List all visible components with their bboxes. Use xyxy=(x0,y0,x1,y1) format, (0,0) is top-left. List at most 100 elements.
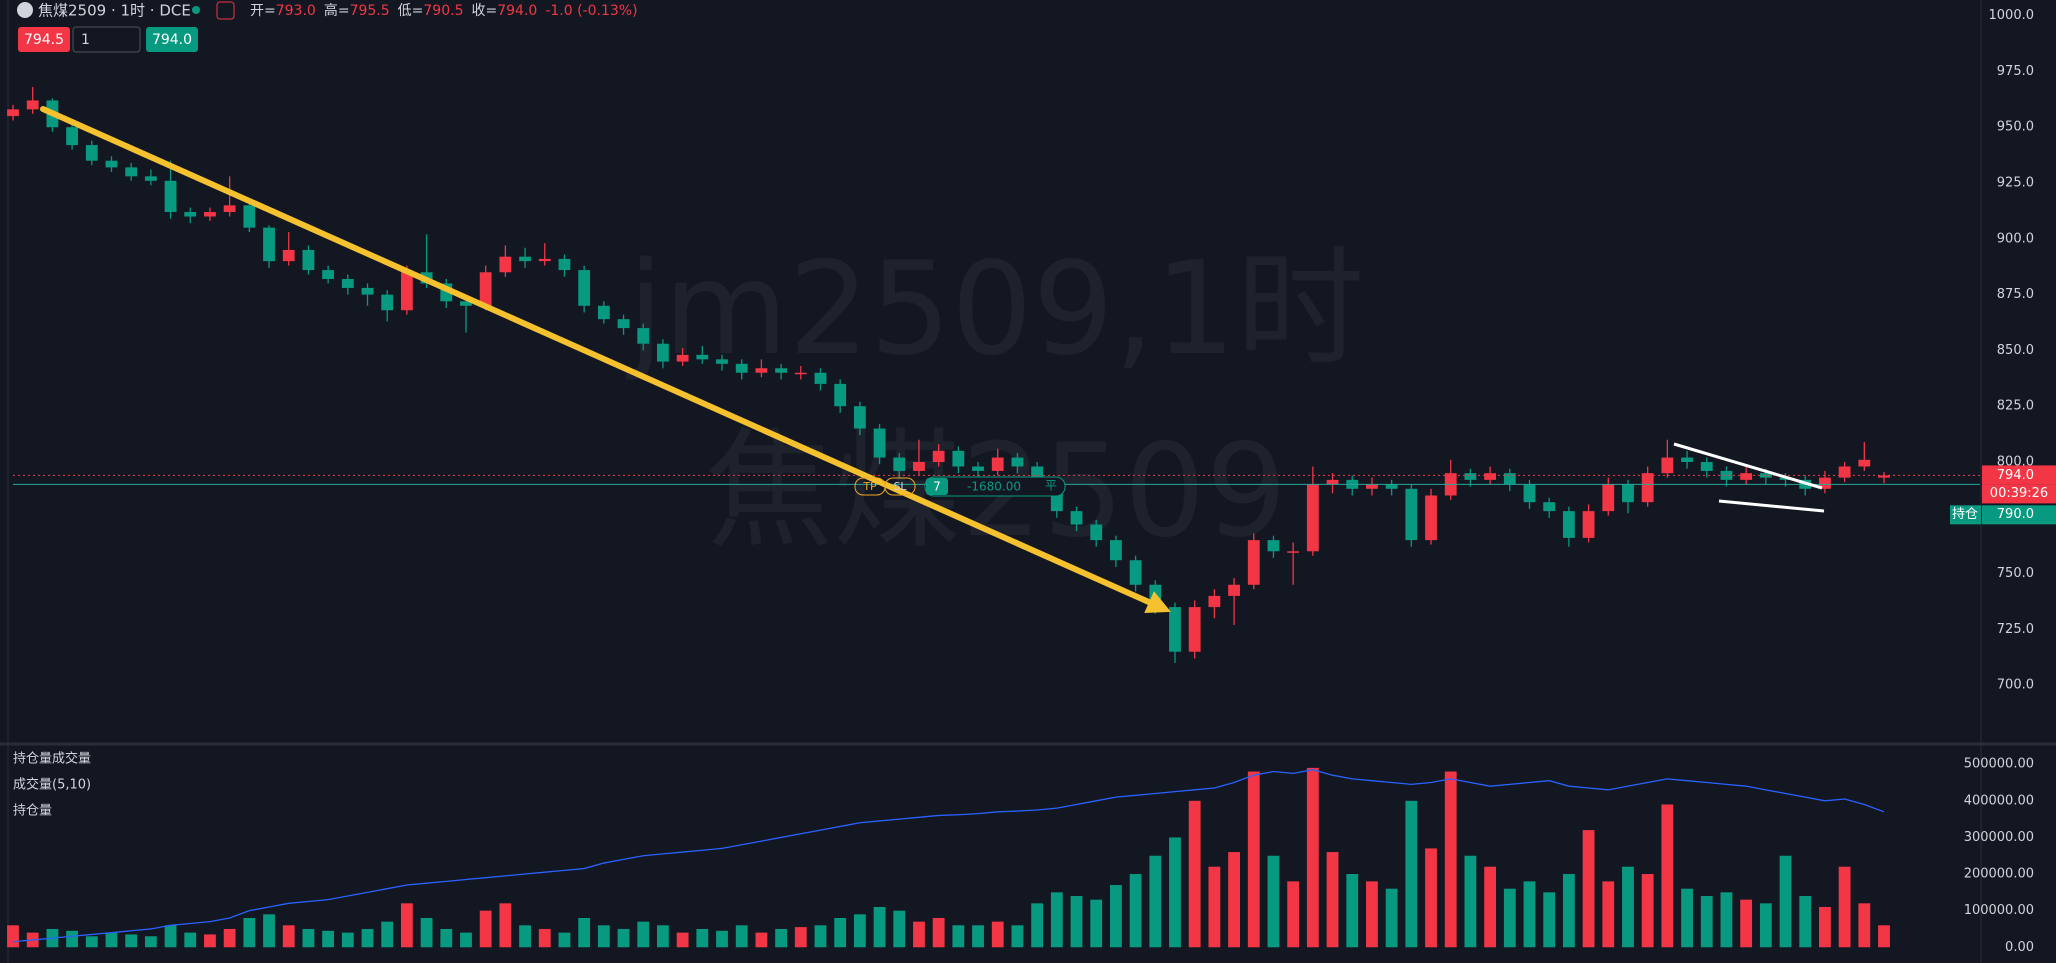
volume-bar xyxy=(972,925,984,948)
buy-price[interactable]: 794.0 xyxy=(152,32,192,48)
wedge-lower[interactable] xyxy=(1718,499,1825,513)
buy-button[interactable] xyxy=(146,27,198,52)
volume-bar xyxy=(1602,881,1615,948)
candle-body xyxy=(1759,473,1772,478)
candle-body xyxy=(322,270,335,279)
volume-bar xyxy=(696,928,709,948)
candle-body xyxy=(1720,470,1733,480)
volume-bar xyxy=(1720,892,1733,948)
volume-bar xyxy=(1464,855,1477,948)
candle-body xyxy=(85,145,98,161)
trend-arrow[interactable] xyxy=(40,106,1171,614)
qty-box xyxy=(926,478,948,495)
volume-bar xyxy=(597,925,610,948)
candle-body xyxy=(1366,484,1378,489)
candle-body xyxy=(125,167,138,177)
volume-bar xyxy=(1641,874,1654,948)
volume-bar xyxy=(85,936,98,948)
pnl-box[interactable] xyxy=(924,476,1066,497)
volume-bar xyxy=(1109,885,1122,948)
volume-bar xyxy=(263,914,275,948)
volume-bar xyxy=(184,932,197,948)
volume-bar xyxy=(243,917,256,948)
legend-value: 790.5 xyxy=(423,3,463,19)
y-tick-label: 0.00 xyxy=(2005,940,2034,955)
volume-bar xyxy=(1799,896,1812,948)
y-tick-label: 825.0 xyxy=(1997,399,2034,414)
candle-body xyxy=(1543,502,1556,512)
volume-bar xyxy=(381,921,394,948)
qty-label: 7 xyxy=(933,480,941,494)
volume-bar xyxy=(223,928,236,948)
position-tag-label: 持仓 xyxy=(1952,507,1978,522)
candle-body xyxy=(1425,495,1437,541)
volume-bar xyxy=(66,930,78,948)
candle-body xyxy=(7,109,19,117)
candle-body xyxy=(657,343,669,362)
volume-bar xyxy=(7,925,19,948)
volume-bar xyxy=(1228,852,1240,948)
candle-body xyxy=(243,205,256,228)
candle-body xyxy=(991,457,1004,471)
candle-body xyxy=(1247,540,1260,585)
volume-bar xyxy=(952,925,965,948)
sl-pill[interactable] xyxy=(884,477,916,496)
y-tick-label: 875.0 xyxy=(1997,287,2034,302)
volume-bar xyxy=(1208,866,1221,948)
candle-body xyxy=(1838,466,1851,478)
candle-body xyxy=(400,272,413,311)
volume-bar xyxy=(479,910,492,948)
volume-bar xyxy=(893,910,906,948)
volume-bar xyxy=(913,921,925,948)
quantity-input[interactable] xyxy=(72,26,141,53)
candle-body xyxy=(1562,511,1575,538)
candle-body xyxy=(1878,475,1890,478)
legend-key: 收= xyxy=(471,3,497,19)
candle-body xyxy=(361,287,374,295)
y-tick-label: 100000.00 xyxy=(1964,903,2034,918)
close-position[interactable]: 平 xyxy=(1045,479,1057,493)
symbol[interactable]: 焦煤2509 · 1时 · DCE xyxy=(38,2,191,20)
volume-bar xyxy=(1188,800,1201,948)
candle-body xyxy=(1681,457,1693,463)
volume-bar xyxy=(1543,892,1556,948)
volume-bar xyxy=(814,925,827,948)
wedge-upper[interactable] xyxy=(1673,442,1823,490)
volume-bar xyxy=(1759,903,1772,948)
y-tick-label: 950.0 xyxy=(1997,120,2034,135)
quantity[interactable]: 1 xyxy=(81,32,90,48)
legend-value: 794.0 xyxy=(497,3,537,19)
volume-bar xyxy=(144,936,157,948)
tp-label[interactable]: TP xyxy=(862,480,877,493)
plot xyxy=(7,87,1980,948)
sl-label[interactable]: SL xyxy=(893,480,907,493)
legend-key: 高= xyxy=(324,2,350,19)
volume-bar xyxy=(1582,830,1595,948)
candle-body xyxy=(597,305,610,320)
candle-body xyxy=(144,176,157,181)
volume-bar xyxy=(735,925,748,948)
candle-body xyxy=(1484,473,1497,480)
candle-body xyxy=(755,368,768,373)
volume-bar xyxy=(1405,800,1418,948)
candle-body xyxy=(676,354,689,362)
sell-button[interactable] xyxy=(18,27,70,52)
candle-body xyxy=(519,256,531,262)
candle-body xyxy=(1031,466,1044,485)
volume-bar xyxy=(1425,848,1437,948)
candle-body xyxy=(1523,484,1536,503)
candle-body xyxy=(1622,484,1634,503)
volume-bar xyxy=(1031,903,1044,948)
candle-body xyxy=(735,363,748,373)
candle-body xyxy=(1326,479,1339,485)
sell-price[interactable]: 794.5 xyxy=(24,32,64,48)
legend-key: 开= xyxy=(250,3,276,19)
volume-bar xyxy=(164,925,177,948)
candle-body xyxy=(853,406,866,429)
volume-bar xyxy=(558,932,571,948)
candle-body xyxy=(1129,560,1142,585)
volume-bar xyxy=(1050,892,1063,948)
volume-bar xyxy=(1858,903,1871,948)
flag-icon[interactable] xyxy=(216,1,235,20)
candle-body xyxy=(1661,457,1674,474)
